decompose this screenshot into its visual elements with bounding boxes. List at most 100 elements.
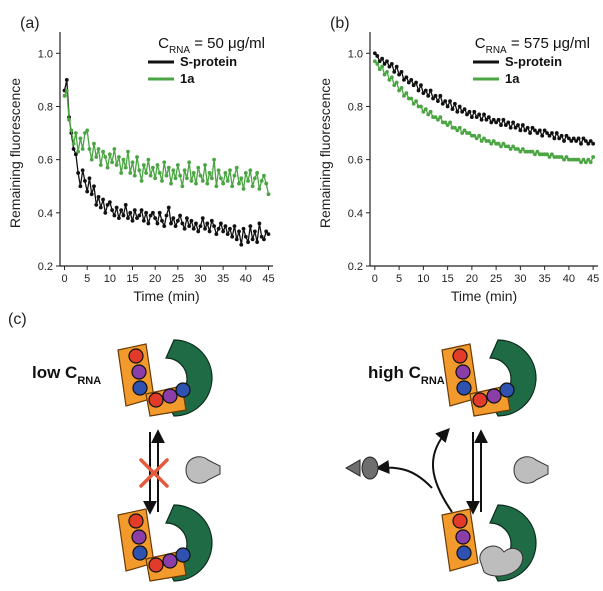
- series-0-point: [216, 226, 221, 231]
- series-1-point: [169, 181, 173, 186]
- series-0-point: [71, 147, 76, 151]
- series-0-point: [564, 133, 569, 138]
- series-1-point: [232, 173, 237, 178]
- chart-b: (b) 0.2 0.4 0.6 0.8 1.0 0 5 10 15 20 25 30 35 40 45 Time…: [317, 15, 599, 304]
- x-tick-label: 40: [563, 273, 575, 285]
- series-1-point: [114, 163, 119, 167]
- series-1-point: [472, 133, 477, 138]
- series-0-point: [128, 210, 133, 215]
- series-0-point: [223, 224, 228, 229]
- series-1-point: [105, 165, 110, 170]
- y-tick-label: 0.4: [348, 208, 363, 220]
- series-0-point: [382, 62, 387, 66]
- series-1-point: [392, 83, 397, 88]
- series-0-point: [173, 224, 178, 229]
- series-0-point: [520, 123, 525, 127]
- series-1-point: [144, 171, 149, 175]
- series-0-point: [448, 99, 452, 104]
- series-1-point: [196, 165, 201, 170]
- series-0-point: [255, 240, 260, 244]
- series-1-point: [203, 163, 207, 167]
- series-0-point: [457, 104, 462, 109]
- series-1-point: [175, 163, 180, 167]
- series-0-point: [455, 109, 460, 114]
- series-1-point: [491, 139, 496, 143]
- series-0-point: [241, 226, 246, 231]
- series-0-point: [175, 218, 180, 223]
- series-1-point: [166, 165, 171, 170]
- series-1-point: [579, 160, 583, 165]
- series-0-point: [423, 88, 428, 93]
- series-0-point: [248, 224, 253, 229]
- series-1-point: [259, 179, 264, 183]
- series-0-point: [392, 70, 397, 74]
- series-1-point: [146, 157, 151, 162]
- series-1-point: [486, 139, 491, 143]
- series-0-point: [137, 213, 142, 218]
- series-1-point: [123, 165, 128, 170]
- series-1-point: [92, 141, 96, 146]
- series-1-point: [230, 184, 235, 189]
- y-tick-label: 0.2: [348, 261, 363, 273]
- series-0-point: [397, 72, 402, 77]
- series-1-point: [126, 149, 130, 154]
- series-0-point: [148, 213, 153, 218]
- series-0-point: [477, 112, 482, 117]
- series-line-0: [63, 79, 269, 245]
- series-1-point: [479, 139, 484, 143]
- y-tick-label: 0.4: [38, 208, 53, 220]
- series-0-point: [155, 221, 160, 226]
- series-0-point: [421, 91, 426, 96]
- series-1-point: [182, 168, 187, 173]
- complex-high-bottom: [441, 504, 537, 582]
- series-0-point: [194, 221, 198, 226]
- series-1-point: [372, 59, 377, 64]
- series-0-point: [467, 109, 472, 114]
- series-1-point: [178, 173, 182, 178]
- x-tick-label: 5: [396, 273, 402, 285]
- series-1-point: [452, 125, 457, 130]
- series-0-point: [187, 224, 192, 229]
- series-1-point: [110, 160, 115, 165]
- series-0-point: [389, 62, 394, 66]
- series-1-point: [387, 77, 392, 82]
- panel-c-label: (c): [8, 311, 27, 328]
- series-1-point: [191, 171, 196, 175]
- series-1-point: [545, 152, 549, 157]
- series-0-point: [402, 77, 406, 82]
- concentration-annotation: CRNA = 575 μg/ml: [475, 35, 590, 56]
- series-0-point: [105, 202, 110, 207]
- series-0-point: [409, 77, 414, 82]
- complex-high-top: [441, 339, 537, 417]
- series-1-point: [157, 171, 162, 175]
- series-0-point: [246, 240, 250, 244]
- series-1-point: [550, 152, 554, 157]
- series-1-point: [78, 136, 83, 141]
- series-1-point: [214, 184, 219, 189]
- peptide-low: [185, 456, 221, 484]
- series-1-point: [506, 144, 511, 149]
- series-0-point: [160, 218, 164, 223]
- series-1-point: [187, 160, 192, 165]
- series-0-point: [232, 224, 237, 229]
- series-1-point: [252, 176, 257, 181]
- series-0-point: [130, 218, 135, 223]
- y-axis-label: Remaining fluorescence: [317, 78, 333, 228]
- x-tick-label: 15: [441, 273, 453, 285]
- series-1-point: [423, 107, 428, 112]
- series-0-point: [513, 125, 518, 130]
- series-0-point: [380, 56, 385, 61]
- series-1-point: [101, 149, 105, 154]
- series-1-point: [155, 163, 160, 167]
- series-0-point: [262, 237, 266, 242]
- series-1-point: [200, 179, 205, 183]
- series-0-point: [123, 202, 128, 207]
- series-0-point: [178, 213, 182, 218]
- series-0-point: [171, 216, 176, 221]
- series-1-point: [394, 80, 399, 85]
- series-1-point: [69, 128, 74, 133]
- high-c-rna-label: high CRNA: [368, 363, 445, 387]
- series-1-point: [119, 171, 124, 175]
- series-1-point: [264, 181, 269, 186]
- series-0-point: [489, 120, 494, 125]
